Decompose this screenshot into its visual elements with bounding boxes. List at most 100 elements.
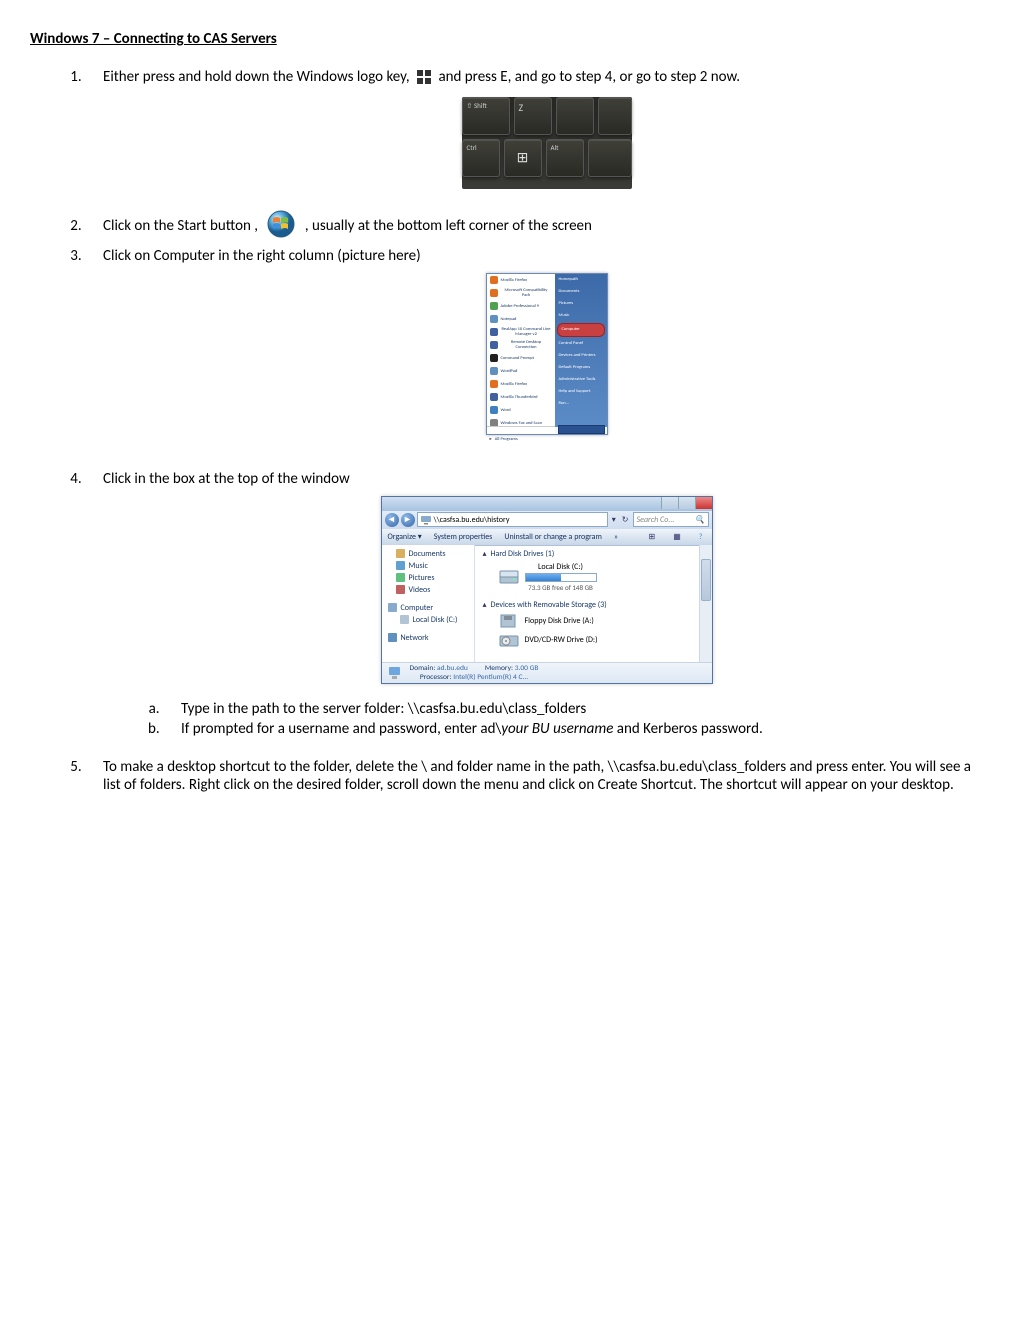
startmenu-right-item: Devices and Printers xyxy=(555,350,607,362)
dvd-drive[interactable]: DVD/CD-RW Drive (D:) xyxy=(499,632,691,648)
sidebar-library[interactable]: Videos xyxy=(382,584,474,596)
status-bar: Domain: ad.bu.edu Memory: 3.00 GB Proces… xyxy=(382,662,712,683)
step-5-text: To make a desktop shortcut to the folder… xyxy=(103,758,971,794)
sidebar-local-disk[interactable]: Local Disk (C:) xyxy=(382,614,474,626)
startmenu-right-item: Pictures xyxy=(555,298,607,310)
step-2-text-b: , usually at the bottom left corner of t… xyxy=(305,217,592,235)
hdd-section-title: ▴ Hard Disk Drives (1) xyxy=(483,549,691,559)
search-icon: 🔍 xyxy=(695,515,705,525)
step-2: Click on the Start button , xyxy=(85,210,990,243)
startmenu-right-item: Run... xyxy=(555,398,607,410)
sidebar-library[interactable]: Music xyxy=(382,560,474,572)
step-4b: If prompted for a username and password,… xyxy=(163,720,990,738)
toolbar-item[interactable]: System properties xyxy=(434,532,493,542)
dvd-label: DVD/CD-RW Drive (D:) xyxy=(525,635,598,645)
toolbar-item[interactable]: Organize ▾ xyxy=(388,532,422,542)
local-free-text: 73.3 GB free of 148 GB xyxy=(525,583,597,592)
keyboard-key: ⊞ xyxy=(504,139,542,177)
startmenu-right-item: Documents xyxy=(555,286,607,298)
startmenu-right-item: Control Panel xyxy=(555,338,607,350)
keyboard-key xyxy=(598,97,632,135)
step-list: Either press and hold down the Windows l… xyxy=(30,66,990,794)
startmenu-program: Remote Desktop Connection xyxy=(487,339,555,352)
explorer-main: ▴ Hard Disk Drives (1) Local Disk (C:) 7… xyxy=(475,545,699,663)
startmenu-program: Command Prompt xyxy=(487,352,555,365)
address-bar-row: ◄ ► \\casfsa.bu.edu\history ▾ ↻ Search C… xyxy=(382,511,712,529)
startmenu-program: Adobe Professional 9 xyxy=(487,300,555,313)
floppy-icon xyxy=(499,613,519,629)
step-2-text-a: Click on the Start button , xyxy=(103,217,258,235)
startmenu-program: Mozilla Firefox xyxy=(487,378,555,391)
keyboard-image: ⇧ ShiftZ Ctrl⊞Alt xyxy=(462,97,632,189)
view-icon[interactable]: ▦ xyxy=(670,532,684,542)
explorer-window: ◄ ► \\casfsa.bu.edu\history ▾ ↻ Search C… xyxy=(381,496,713,684)
local-disk-label: Local Disk (C:) xyxy=(525,562,597,572)
back-button[interactable]: ◄ xyxy=(385,513,399,527)
startmenu-program: Microsoft Compatibility Pack xyxy=(487,287,555,300)
step-1-text-a: Either press and hold down the Windows l… xyxy=(103,68,410,86)
address-bar[interactable]: \\casfsa.bu.edu\history xyxy=(417,512,608,527)
sidebar-network[interactable]: Network xyxy=(382,632,474,644)
start-power-button xyxy=(558,425,605,434)
floppy-label: Floppy Disk Drive (A:) xyxy=(525,616,594,626)
step-1: Either press and hold down the Windows l… xyxy=(85,66,990,194)
removable-section-title: ▴ Devices with Removable Storage (3) xyxy=(483,600,691,610)
startmenu-right-item: Default Programs xyxy=(555,362,607,374)
minimize-button[interactable] xyxy=(661,497,678,509)
keyboard-key: Alt xyxy=(546,139,584,177)
dvd-icon xyxy=(499,632,519,648)
scrollbar[interactable] xyxy=(699,545,712,663)
startmenu-program: Word xyxy=(487,404,555,417)
forward-button[interactable]: ► xyxy=(401,513,415,527)
toolbar-item[interactable]: » xyxy=(614,532,618,542)
start-search-box xyxy=(487,426,555,434)
explorer-sidebar: DocumentsMusicPicturesVideos ComputerLoca… xyxy=(382,545,475,663)
windows-logo-icon xyxy=(417,70,431,84)
startmenu-right-item: Administrative Tools xyxy=(555,374,607,386)
keyboard-key: Ctrl xyxy=(462,139,500,177)
step-3: Click on Computer in the right column (p… xyxy=(85,247,990,440)
start-menu-image: Mozilla Firefox Microsoft Compatibility P… xyxy=(486,273,608,435)
step-3-text: Click on Computer in the right column (p… xyxy=(103,247,421,265)
search-placeholder: Search Co... xyxy=(637,515,675,525)
help-icon[interactable]: ? xyxy=(696,532,706,542)
startmenu-right-item: Homepath xyxy=(555,274,607,286)
hdd-icon xyxy=(499,569,519,585)
step-4: Click in the box at the top of the windo… xyxy=(85,470,990,738)
startmenu-right-item: Music xyxy=(555,310,607,322)
sidebar-library[interactable]: Documents xyxy=(382,548,474,560)
step-4a: Type in the path to the server folder: \… xyxy=(163,700,990,718)
keyboard-key: ⇧ Shift xyxy=(462,97,510,135)
startmenu-program: WordPad xyxy=(487,365,555,378)
startmenu-computer: Computer xyxy=(557,323,605,337)
toolbar-item[interactable]: Uninstall or change a program xyxy=(504,532,602,542)
step-5: To make a desktop shortcut to the folder… xyxy=(85,758,990,794)
keyboard-key xyxy=(556,97,594,135)
start-orb-icon xyxy=(267,210,295,243)
pc-icon xyxy=(388,666,404,680)
maximize-button[interactable] xyxy=(678,497,695,509)
page-title: Windows 7 – Connecting to CAS Servers xyxy=(30,30,990,48)
sidebar-computer[interactable]: Computer xyxy=(382,602,474,614)
startmenu-program: Mozilla Thunderbird xyxy=(487,391,555,404)
all-programs: ▸All Programs xyxy=(487,432,555,446)
startmenu-program: Notepad xyxy=(487,313,555,326)
step-4-sublist: Type in the path to the server folder: \… xyxy=(103,700,990,738)
keyboard-key xyxy=(588,139,632,177)
step-1-text-b: and press E, and go to step 4, or go to … xyxy=(438,68,740,86)
view-icon[interactable]: ⊞ xyxy=(646,532,659,542)
address-text: \\casfsa.bu.edu\history xyxy=(434,515,510,525)
refresh-icon[interactable]: ↻ xyxy=(620,515,631,525)
sidebar-library[interactable]: Pictures xyxy=(382,572,474,584)
step-4-text: Click in the box at the top of the windo… xyxy=(103,470,350,488)
floppy-drive[interactable]: Floppy Disk Drive (A:) xyxy=(499,613,691,629)
startmenu-right-item: Help and Support xyxy=(555,386,607,398)
refresh-icon[interactable]: ▾ xyxy=(610,515,618,525)
window-titlebar xyxy=(382,497,712,511)
close-button[interactable] xyxy=(695,497,712,509)
local-disk-drive[interactable]: Local Disk (C:) 73.3 GB free of 148 GB xyxy=(499,562,691,592)
computer-icon xyxy=(421,515,431,525)
search-box[interactable]: Search Co... 🔍 xyxy=(633,512,709,527)
keyboard-key: Z xyxy=(514,97,552,135)
toolbar: Organize ▾ System properties Uninstall or … xyxy=(382,529,712,546)
